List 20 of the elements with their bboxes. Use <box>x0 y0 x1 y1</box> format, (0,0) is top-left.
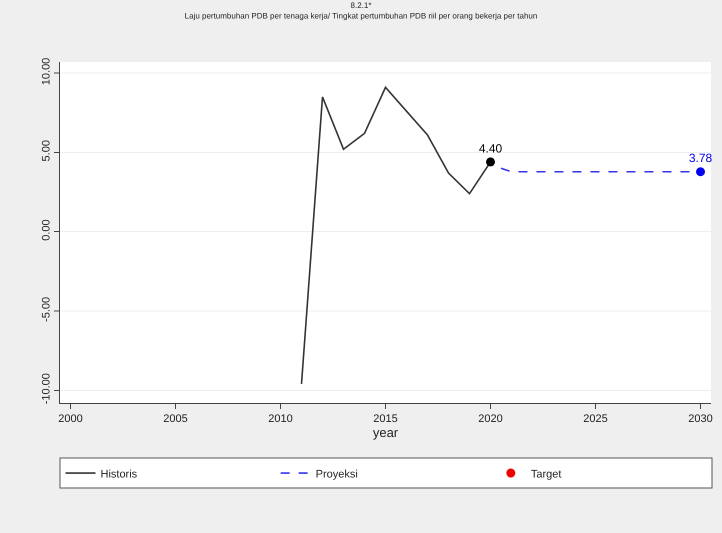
y-tick-label: 10.00 <box>40 58 53 86</box>
y-tick-label: 5.00 <box>40 140 53 162</box>
chart-subtitle: Laju pertumbuhan PDB per tenaga kerja/ Tingkat pertumbuhan PDB riil per orang bekerja per tahun <box>184 11 538 20</box>
x-tick-label: 2000 <box>58 413 83 426</box>
x-tick-label: 2020 <box>478 413 503 426</box>
x-tick-label: 2025 <box>583 413 608 426</box>
x-tick-label: 2005 <box>163 413 188 426</box>
y-tick-label: 0.00 <box>40 219 53 241</box>
x-tick-label: 2010 <box>268 413 293 426</box>
legend-label: Proyeksi <box>316 468 358 480</box>
chart-title: 8.2.1* <box>350 0 372 10</box>
y-tick-label: -10.00 <box>40 373 53 404</box>
x-axis-title: year <box>372 425 399 440</box>
data-label: 3.78 <box>688 151 712 166</box>
y-tick-label: -5.00 <box>40 296 53 322</box>
x-tick-label: 2015 <box>373 413 398 426</box>
x-tick-label: 2030 <box>688 413 713 426</box>
legend-label: Target <box>530 468 562 480</box>
data-label: 4.40 <box>478 141 502 156</box>
legend-label: Historis <box>100 468 138 480</box>
